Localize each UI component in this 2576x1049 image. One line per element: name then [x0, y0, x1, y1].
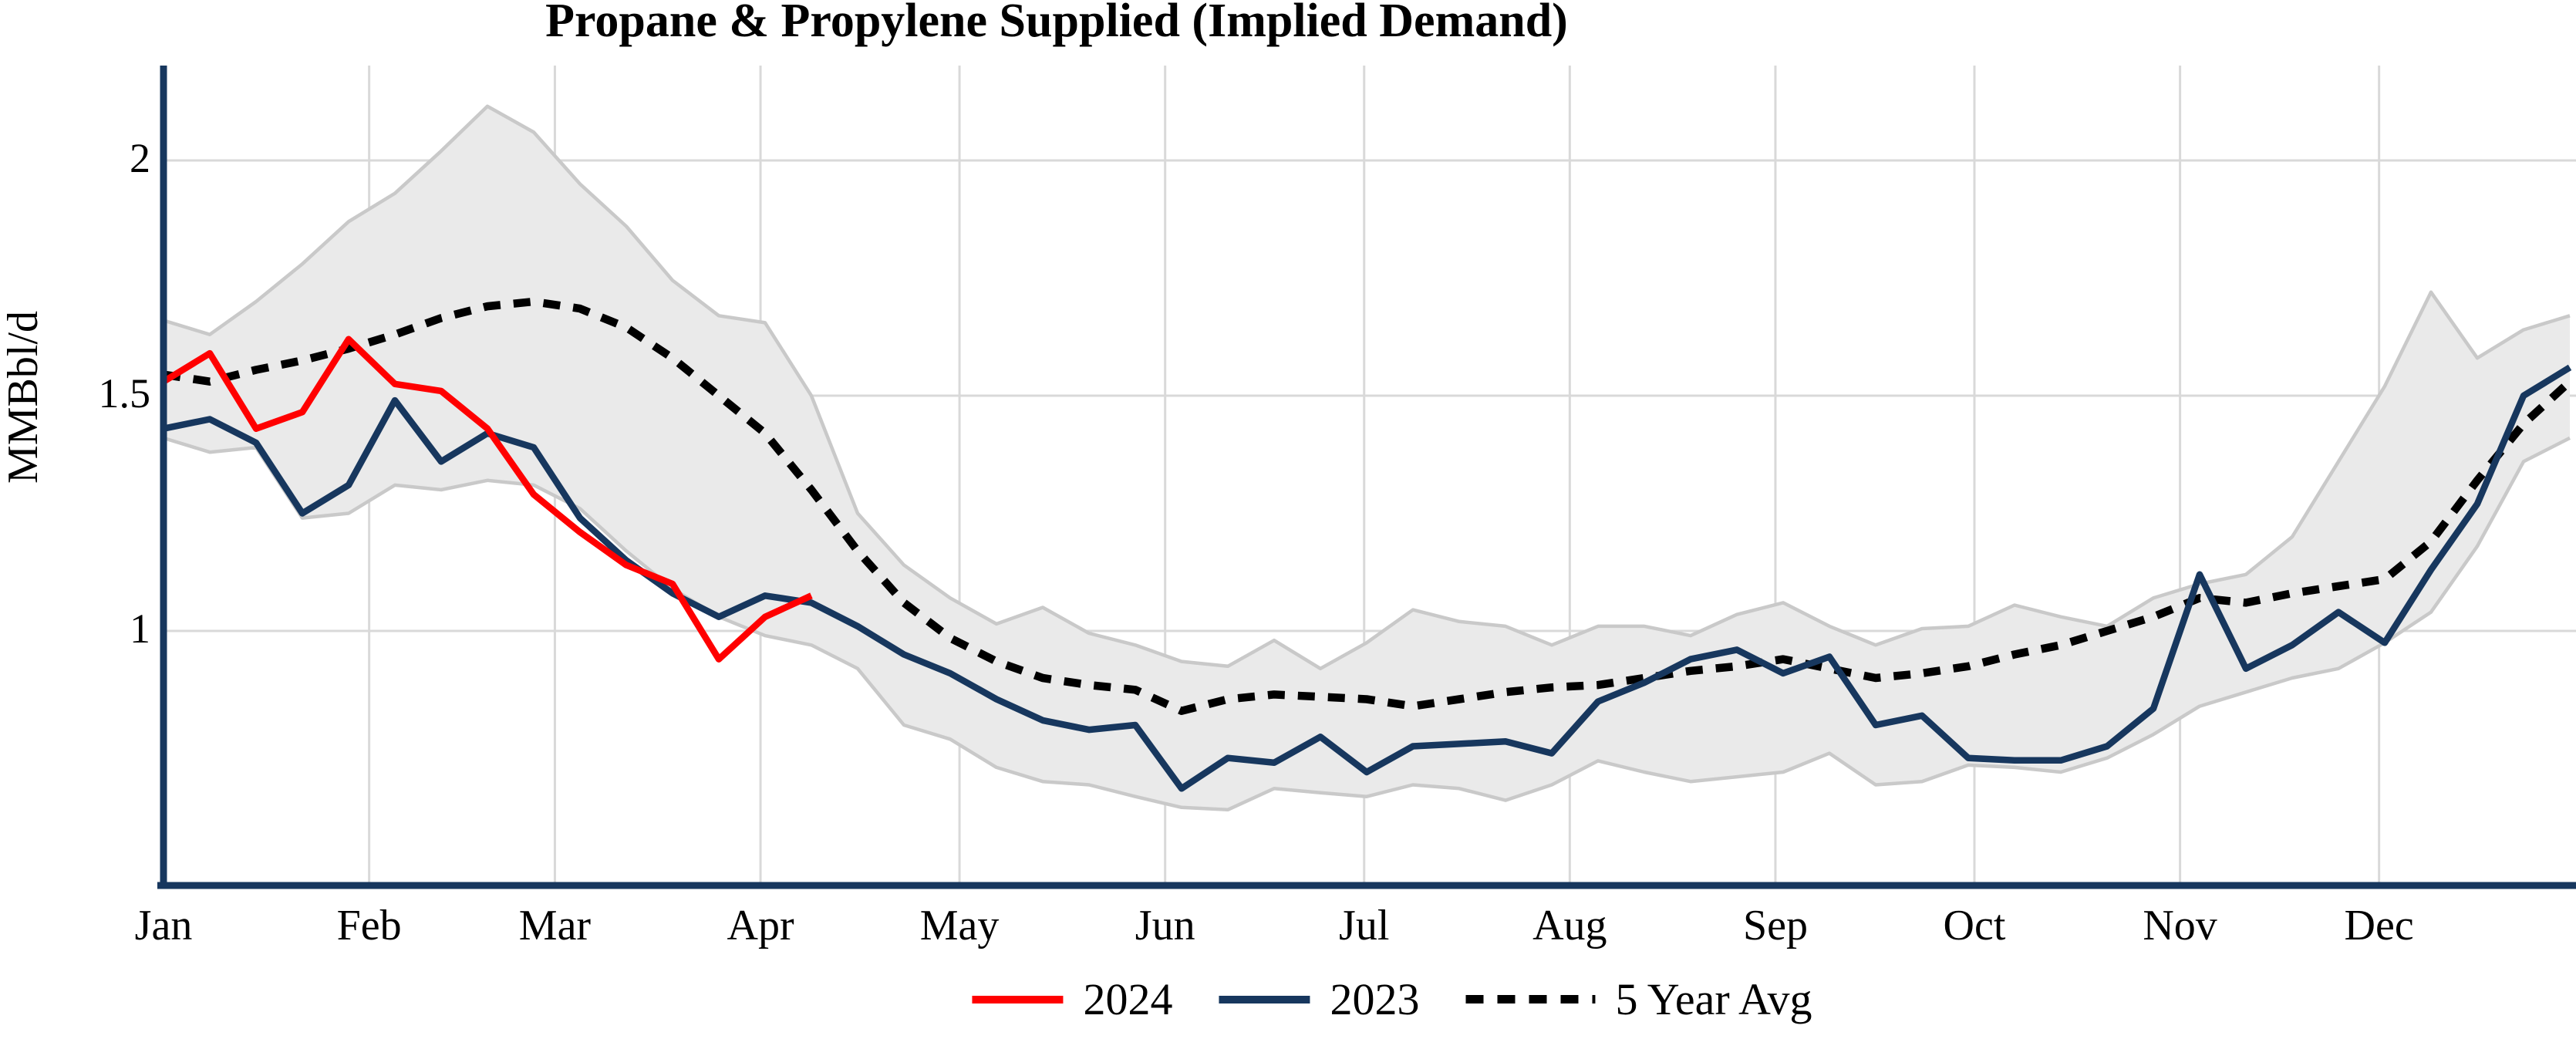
- y-tick-label-1.5: 1.5: [98, 370, 151, 417]
- x-tick-label-aug: Aug: [1532, 902, 1607, 949]
- x-tick-label-apr: Apr: [727, 902, 794, 949]
- x-tick-label-dec: Dec: [2344, 902, 2414, 949]
- x-tick-label-jun: Jun: [1135, 902, 1195, 949]
- band-bottom-edge: [163, 436, 2571, 812]
- band-top-edge: [163, 104, 2571, 671]
- legend-item-2024: 2024: [972, 973, 1172, 1025]
- x-tick-label-sep: Sep: [1742, 902, 1808, 949]
- x-tick-label-feb: Feb: [336, 902, 402, 949]
- chart-title: Propane & Propylene Supplied (Implied De…: [545, 0, 1568, 47]
- series-2023-line: [163, 364, 2572, 792]
- x-tick-label-jul: Jul: [1339, 902, 1390, 949]
- legend-item-2023: 2023: [1219, 973, 1419, 1025]
- legend-item-5-year-avg: 5 Year Avg: [1465, 973, 1812, 1025]
- x-tick-label-oct: Oct: [1943, 902, 2006, 949]
- series-5yr-avg-line: [163, 297, 2573, 715]
- x-tick-label-nov: Nov: [2143, 902, 2217, 949]
- legend-swatch-2024: [972, 995, 1064, 1003]
- x-tick-label-may: May: [919, 902, 1000, 949]
- legend-label: 5 Year Avg: [1615, 974, 1812, 1024]
- legend: 2024 2023 5 Year Avg: [972, 973, 1812, 1025]
- legend-swatch-2023: [1219, 995, 1310, 1003]
- x-tick-label-mar: Mar: [518, 902, 592, 949]
- legend-label: 2024: [1083, 974, 1173, 1024]
- y-tick-label-2: 2: [130, 135, 150, 181]
- x-tick-label-jan: Jan: [134, 902, 193, 949]
- legend-label: 2023: [1330, 974, 1420, 1024]
- series-2024-line: [161, 336, 813, 663]
- y-tick-label-1: 1: [130, 605, 150, 652]
- legend-swatch-5-year-avg: [1465, 995, 1596, 1003]
